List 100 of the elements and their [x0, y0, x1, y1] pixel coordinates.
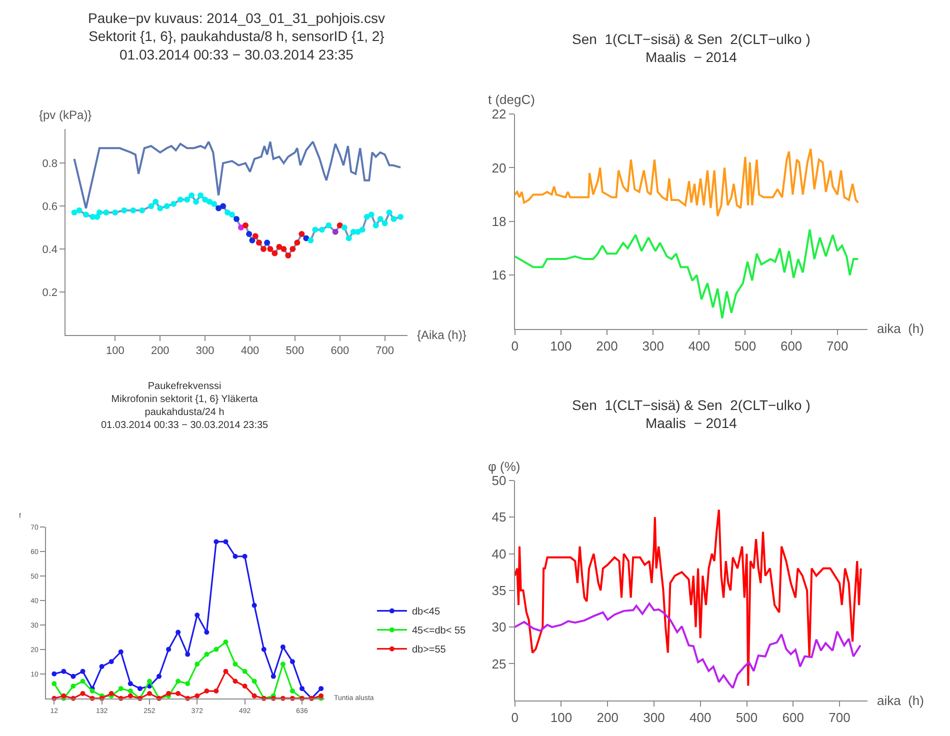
point [118, 686, 124, 692]
point [99, 664, 104, 670]
x-tick-label: 300 [643, 710, 665, 725]
point [108, 659, 114, 664]
point [176, 690, 181, 696]
y-tick-label: 0.8 [42, 158, 58, 170]
x-tick-label: 200 [596, 338, 618, 354]
point [137, 686, 142, 692]
x-tick-label: 300 [196, 345, 214, 358]
line-series [73, 140, 402, 210]
point [242, 668, 248, 674]
x-tick-label: 700 [828, 710, 850, 725]
point [90, 688, 95, 694]
point [252, 678, 257, 684]
x-axis-title: aika (h) [877, 693, 924, 708]
point [52, 681, 57, 686]
point [290, 659, 295, 664]
chart-title: Sen 1(CLT−sisä) & Sen 2(CLT−ulko ) Maalis − 2014 [572, 31, 810, 66]
point [194, 612, 200, 618]
chart-title: Paukefrekvenssi Mikrofonin sektorit {1, 6} Yläkerta paukahdusta/24 h 01.03.2014 00:33 − 30.03.2014 23:35 [101, 381, 269, 431]
legend-label: db<45 [412, 606, 440, 618]
point [176, 630, 181, 635]
y-tick-label: 0.6 [42, 200, 58, 213]
point [223, 640, 228, 645]
y-tick-label: 35 [492, 582, 506, 598]
x-tick-label: 400 [240, 345, 260, 358]
point [280, 644, 286, 650]
x-tick-label: 300 [642, 338, 664, 354]
point [166, 690, 172, 696]
point [204, 652, 210, 657]
y-tick-label: 50 [492, 473, 506, 488]
y-tick-label: 30 [492, 620, 506, 635]
point [166, 646, 172, 652]
point [270, 674, 276, 679]
x-tick-label: 500 [736, 710, 758, 725]
y-tick-label: 18 [492, 214, 506, 229]
point [204, 630, 210, 635]
y-axis-title: {pv (kPa)} [39, 108, 92, 122]
x-tick-label: 500 [286, 345, 304, 358]
point [232, 662, 238, 667]
point [176, 678, 181, 684]
point [194, 693, 200, 698]
chart-title: Pauke−pv kuvaus: 2014_03_01_31_pohjois.csv Sektorit {1, 6}, paukahdusta/8 h, sensorID {1, 2} 01.03.2014 00:33 − 30.03.2014 23:35 [88, 10, 385, 62]
point [204, 688, 210, 694]
point [146, 678, 152, 684]
point [70, 684, 76, 689]
point [185, 652, 190, 657]
chart-title: Sen 1(CLT−sisä) & Sen 2(CLT−ulko ) Maalis − 2014 [572, 397, 810, 432]
point [146, 690, 152, 696]
point [252, 693, 257, 698]
point [61, 668, 66, 674]
point [214, 539, 219, 544]
y-tick-label: 0.2 [42, 286, 58, 299]
line-series [514, 228, 860, 320]
point [80, 678, 86, 684]
point [232, 554, 238, 559]
x-tick-label: 400 [690, 710, 712, 725]
x-axis-title: {Aika (h)} [417, 328, 466, 342]
x-tick-label: 700 [376, 345, 394, 358]
y-tick-label: 20 [492, 160, 506, 176]
x-tick-label: 600 [782, 710, 804, 725]
line-series [514, 148, 860, 218]
x-tick-label: 100 [106, 345, 124, 358]
x-tick-label: 0 [511, 710, 518, 725]
y-tick-label: 25 [492, 656, 506, 672]
y-tick-label: 22 [492, 106, 506, 122]
x-tick-label: 200 [596, 710, 618, 725]
point [80, 668, 86, 674]
point [128, 693, 133, 698]
x-tick-label: 600 [780, 338, 802, 354]
point [185, 681, 190, 686]
point [52, 671, 57, 676]
x-axis-title: aika (h) [877, 321, 924, 336]
point [223, 539, 228, 544]
line-series [514, 602, 862, 689]
line-series [514, 508, 862, 687]
y-axis-title: φ (%) [488, 459, 520, 474]
x-tick-label: 100 [550, 710, 572, 725]
x-tick-label: 100 [550, 338, 572, 354]
x-tick-label: 200 [150, 345, 170, 358]
point [261, 646, 266, 652]
point [252, 602, 257, 608]
point [214, 688, 219, 694]
point [194, 662, 200, 667]
y-axis-title: t (degC) [488, 92, 535, 107]
point [156, 674, 162, 679]
x-tick-label: 0 [511, 338, 518, 354]
point [128, 688, 133, 694]
point [214, 646, 219, 652]
legend-label: db>=55 [412, 644, 446, 656]
point [232, 678, 238, 684]
point [223, 668, 228, 674]
point [108, 690, 114, 696]
point [242, 554, 248, 559]
legend-label: 45<=db< 55 [412, 626, 466, 637]
y-tick-label: 40 [492, 546, 506, 562]
point [242, 684, 248, 689]
point [318, 693, 324, 698]
point [118, 649, 124, 654]
x-tick-label: 500 [734, 338, 756, 354]
